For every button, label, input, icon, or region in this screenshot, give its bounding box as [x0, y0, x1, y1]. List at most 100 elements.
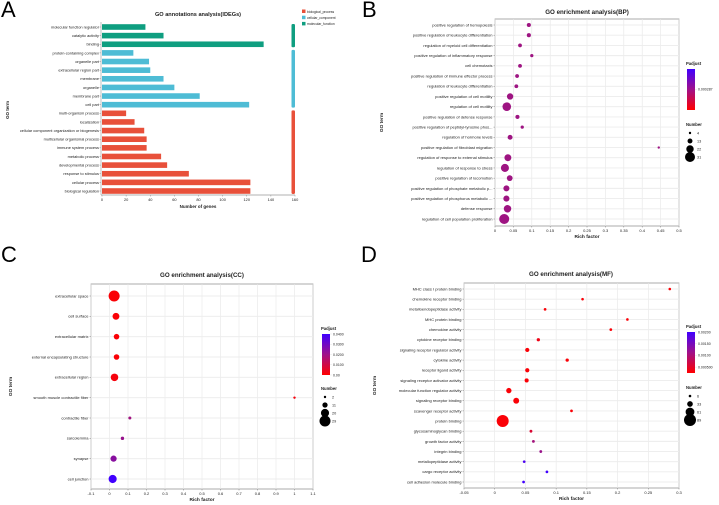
y-tick-label: signaling receptor activator activity: [400, 378, 461, 383]
y-tick-label: cell surface: [68, 314, 89, 319]
colorbar-title: Padjust: [686, 61, 702, 66]
y-tick-label: positive regulation of phosphate metabol…: [411, 186, 492, 191]
y-tick-label: positive regulation of hemopoiesis: [432, 22, 492, 27]
data-point: [518, 43, 522, 48]
size-legend-label: 61: [697, 410, 701, 414]
legend-label: molecular_function: [307, 22, 335, 26]
size-legend-dot: [687, 138, 693, 144]
data-point: [128, 416, 132, 420]
size-legend-label: 20: [332, 411, 336, 415]
plot-frame: [463, 282, 680, 489]
data-point: [570, 409, 573, 413]
colorbar: [322, 334, 330, 375]
data-point: [108, 474, 117, 484]
chart-title: GO enrichment analysis(BP): [545, 9, 629, 16]
size-legend-dot: [685, 407, 695, 417]
x-tick-label: 0.5: [199, 491, 205, 496]
x-tick-label: 0.25: [644, 490, 653, 495]
x-tick-label: 0.1: [553, 490, 559, 495]
x-tick-label: 120: [244, 197, 251, 202]
colorbar-tick-label: 0.0300: [333, 343, 344, 347]
y-tick-label: protein-containing complex: [53, 50, 100, 55]
x-tick-label: 0.2: [144, 491, 150, 496]
legend-label: biological_process: [307, 10, 334, 14]
y-tick-label: membrane part: [73, 93, 100, 98]
y-tick-label: glycosaminoglycan binding: [414, 429, 462, 434]
panel-letter-b: B: [362, 0, 377, 22]
bar: [102, 153, 162, 160]
size-legend-dot: [322, 402, 328, 408]
x-tick-label: 0.05: [522, 490, 531, 495]
size-legend-label: 11: [332, 403, 336, 407]
data-point: [545, 470, 549, 474]
bar: [102, 136, 147, 143]
colorbar-tick-label: 0.000287: [698, 88, 713, 92]
y-tick-label: scavenger receptor activity: [414, 408, 462, 413]
x-tick-label: 0.3: [676, 490, 682, 495]
y-tick-label: metabolic process: [68, 154, 99, 159]
bar: [102, 75, 164, 82]
x-tick-label: 1.1: [310, 491, 316, 496]
y-tick-label: MHC class I protein binding: [413, 286, 462, 291]
y-tick-label: growth factor activity: [425, 439, 461, 444]
bar: [102, 93, 200, 99]
bar: [102, 188, 251, 194]
y-tick-label: positive regulation of cell motility: [435, 94, 492, 99]
y-tick-label: regulation of cell population proliferat…: [422, 216, 493, 221]
y-tick-label: cellular process: [72, 180, 99, 185]
x-tick-label: 100: [219, 197, 226, 202]
data-point: [504, 154, 512, 162]
data-point: [499, 214, 510, 224]
y-tick-label: biological regulation: [65, 188, 99, 193]
bar: [102, 145, 147, 151]
data-point: [518, 63, 522, 68]
data-point: [502, 102, 512, 111]
data-point: [110, 455, 117, 462]
size-legend-label: 31: [697, 155, 701, 159]
data-point: [506, 175, 513, 182]
size-legend-label: 13: [697, 139, 701, 143]
x-tick-label: 0.8: [255, 491, 261, 496]
data-point: [293, 396, 296, 399]
size-legend-dot: [323, 395, 327, 399]
panel-d-mf-dotplot: GO enrichment analysis(MF) -0.05 0 0.05 0.1 0…: [372, 271, 713, 502]
size-legend-dot: [688, 394, 692, 398]
category-group-bar: [291, 24, 295, 48]
x-tick-label: 60: [172, 197, 177, 202]
chart-title: GO enrichment analysis(CC): [160, 272, 244, 279]
y-tick-label: metalloendopeptidase activity: [409, 307, 461, 312]
data-point: [539, 450, 543, 453]
y-tick-label: cargo receptor activity: [422, 469, 461, 474]
data-point: [543, 307, 547, 311]
size-legend-dot: [684, 414, 696, 426]
x-tick-label: 140: [268, 197, 275, 202]
x-tick-label: 0.3: [162, 491, 168, 496]
size-legend-dot: [320, 408, 330, 418]
size-legend-label: 89: [697, 418, 701, 422]
y-tick-label: regulation of myeloid cell differentiati…: [423, 43, 492, 48]
data-point: [529, 429, 533, 433]
y-tick-label: cell part: [85, 102, 100, 107]
y-tick-label: molecular function regulator activity: [399, 388, 462, 393]
data-point: [520, 125, 524, 129]
bar: [102, 50, 134, 56]
x-tick-label: 0.2: [615, 490, 621, 495]
x-tick-label: -0.05: [459, 490, 469, 495]
data-point: [503, 195, 510, 202]
y-tick-label: synapse: [74, 456, 90, 461]
y-tick-label: regulation of cell motility: [450, 104, 493, 109]
colorbar-tick-label: 0.00: [333, 373, 340, 377]
y-tick-label: regulation of hormone levels: [442, 135, 492, 140]
data-point: [522, 480, 525, 484]
data-point: [120, 436, 125, 441]
data-point: [522, 460, 526, 464]
y-tick-label: cell adhesion molecule binding: [407, 479, 461, 484]
data-point: [513, 397, 520, 404]
y-tick-label: localization: [80, 119, 99, 124]
x-tick-label: 0: [101, 197, 104, 202]
bar: [102, 127, 145, 134]
y-tick-label: smooth muscle contractile fiber: [33, 395, 89, 400]
y-tick-label: multi-organism process: [59, 111, 99, 116]
y-tick-label: multicellular organismal process: [44, 137, 99, 142]
y-tick-label: external encapsulating structure: [32, 354, 89, 359]
